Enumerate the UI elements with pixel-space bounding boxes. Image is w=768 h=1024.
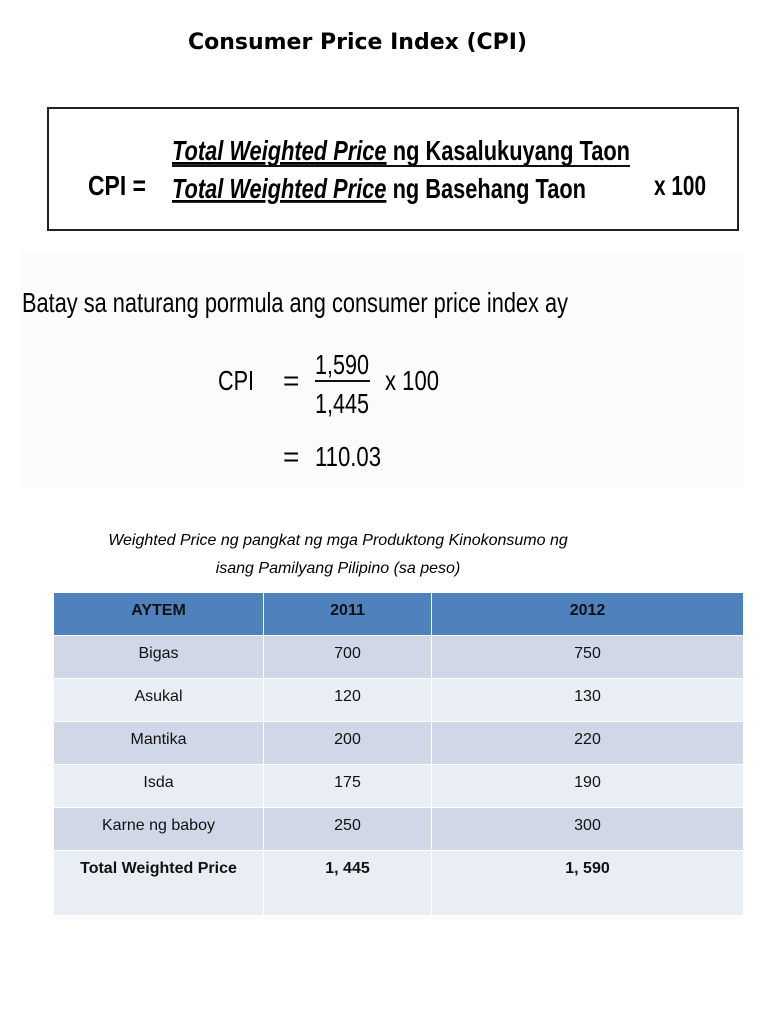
total-cell: 1, 590 [432,851,744,916]
result-equals: = [283,441,299,472]
total-cell: Total Weighted Price [54,851,264,916]
formula-multiplier: x 100 [654,170,706,201]
table-cell: 700 [264,636,432,679]
table-cell: 120 [264,679,432,722]
cpi-result: 110.03 [315,441,381,472]
table-cell: Karne ng baboy [54,808,264,851]
numerator-rest: ng Kasalukuyang Taon [393,135,630,166]
cpi-label: CPI [218,365,254,396]
table-caption: Weighted Price ng pangkat ng mga Produkt… [108,532,568,549]
table-cell: 190 [432,765,744,808]
cpi-multiplier: x 100 [385,365,439,396]
table-cell: 175 [264,765,432,808]
denominator-emphasis: Total Weighted Price [172,173,386,204]
table-cell: 750 [432,636,744,679]
equals: = [283,365,299,396]
title: Consumer Price Index (CPI) [187,30,528,55]
table-cell: Mantika [54,722,264,765]
table-cell: 130 [432,679,744,722]
cpi-denominator: 1,445 [315,388,369,419]
table-cell: 220 [432,722,744,765]
computation-bg [20,252,744,488]
formula-numerator: Total Weighted Priceng Kasalukuyang Taon [172,135,630,166]
header-cell: AYTEM [54,593,264,636]
table-cell: 250 [264,808,432,851]
table-caption: isang Pamilyang Pilipino (sa peso) [215,560,461,577]
formula-lhs: CPI = [88,170,146,201]
table-cell: 300 [432,808,744,851]
table-cell: Asukal [54,679,264,722]
formula-box [47,107,739,231]
header-cell: 2012 [432,593,744,636]
table-cell: Isda [54,765,264,808]
computation-intro: Batay sa naturang pormula ang consumer p… [22,287,568,318]
formula-denominator: Total Weighted Priceng Basehang Taon [172,173,586,204]
denominator-rest: ng Basehang Taon [393,173,586,204]
table-cell: 200 [264,722,432,765]
table-cell: Bigas [54,636,264,679]
cpi-numerator: 1,590 [315,349,369,380]
formula-area: CPI = Total Weighted Priceng Kasalukuyan… [20,107,744,488]
header-cell: 2011 [264,593,432,636]
total-cell: 1, 445 [264,851,432,916]
numerator-emphasis: Total Weighted Price [172,135,387,166]
